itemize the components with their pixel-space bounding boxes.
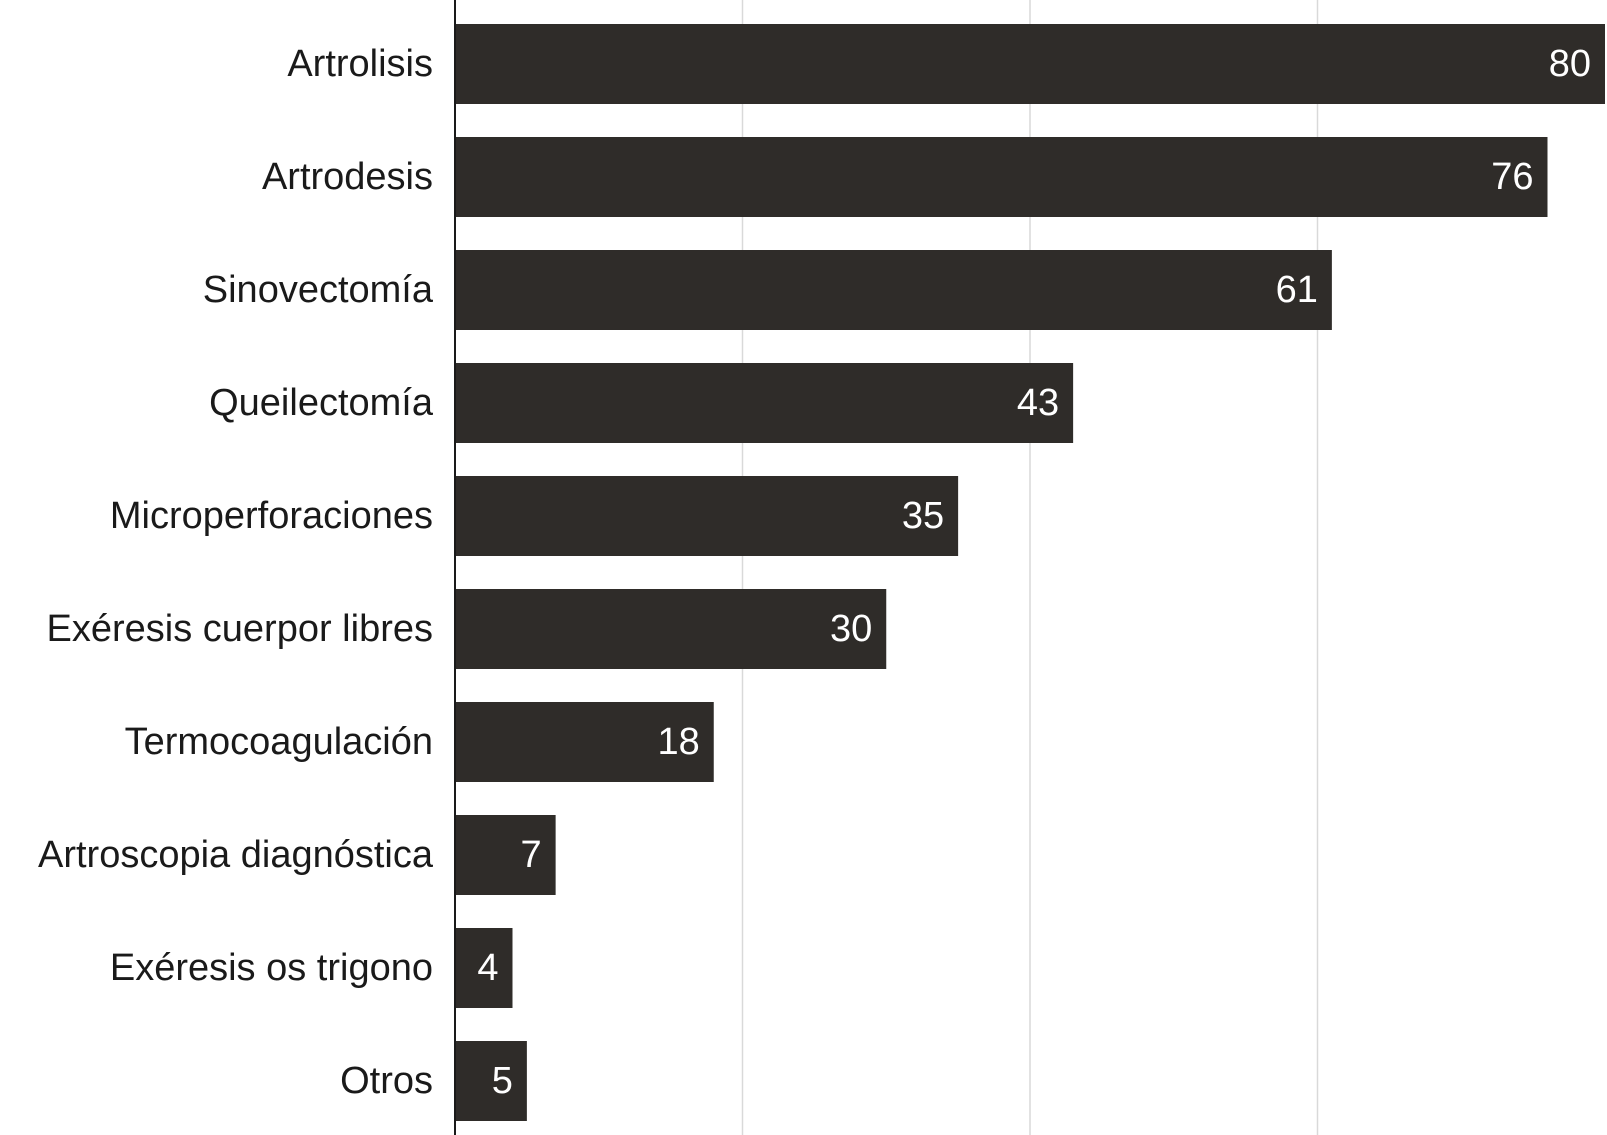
bar: [455, 137, 1548, 217]
value-label: 35: [902, 495, 944, 537]
value-label: 43: [1017, 382, 1059, 424]
category-label: Microperforaciones: [110, 495, 433, 537]
value-label: 18: [657, 721, 699, 763]
value-label: 76: [1491, 156, 1533, 198]
bar: [455, 1041, 527, 1121]
value-label: 30: [830, 608, 872, 650]
bar: [455, 928, 513, 1008]
bar: [455, 363, 1074, 443]
category-labels: Artrolisis Artrodesis Sinovectomía Queilect…: [38, 43, 434, 1102]
category-label: Termocoagulación: [125, 721, 433, 763]
category-label: Exéresis os trigono: [110, 947, 433, 989]
category-label: Artroscopia diagnóstica: [38, 834, 434, 876]
value-label: 61: [1276, 269, 1318, 311]
category-label: Exéresis cuerpor libres: [47, 608, 433, 650]
category-label: Sinovectomía: [203, 269, 434, 311]
bar: [455, 702, 714, 782]
value-label: 80: [1549, 43, 1591, 85]
value-labels: 80 76 61 43 35 30 18 7 4 5: [477, 43, 1591, 1102]
bar: [455, 476, 959, 556]
category-label: Queilectomía: [209, 382, 434, 424]
value-label: 5: [492, 1060, 513, 1102]
bar: [455, 589, 887, 669]
value-label: 4: [477, 947, 498, 989]
category-label: Otros: [340, 1060, 433, 1102]
category-label: Artrolisis: [287, 43, 433, 85]
bar: [455, 250, 1332, 330]
bars: [455, 24, 1605, 1121]
bar: [455, 815, 556, 895]
value-label: 7: [520, 834, 541, 876]
bar: [455, 24, 1605, 104]
category-label: Artrodesis: [262, 156, 433, 198]
